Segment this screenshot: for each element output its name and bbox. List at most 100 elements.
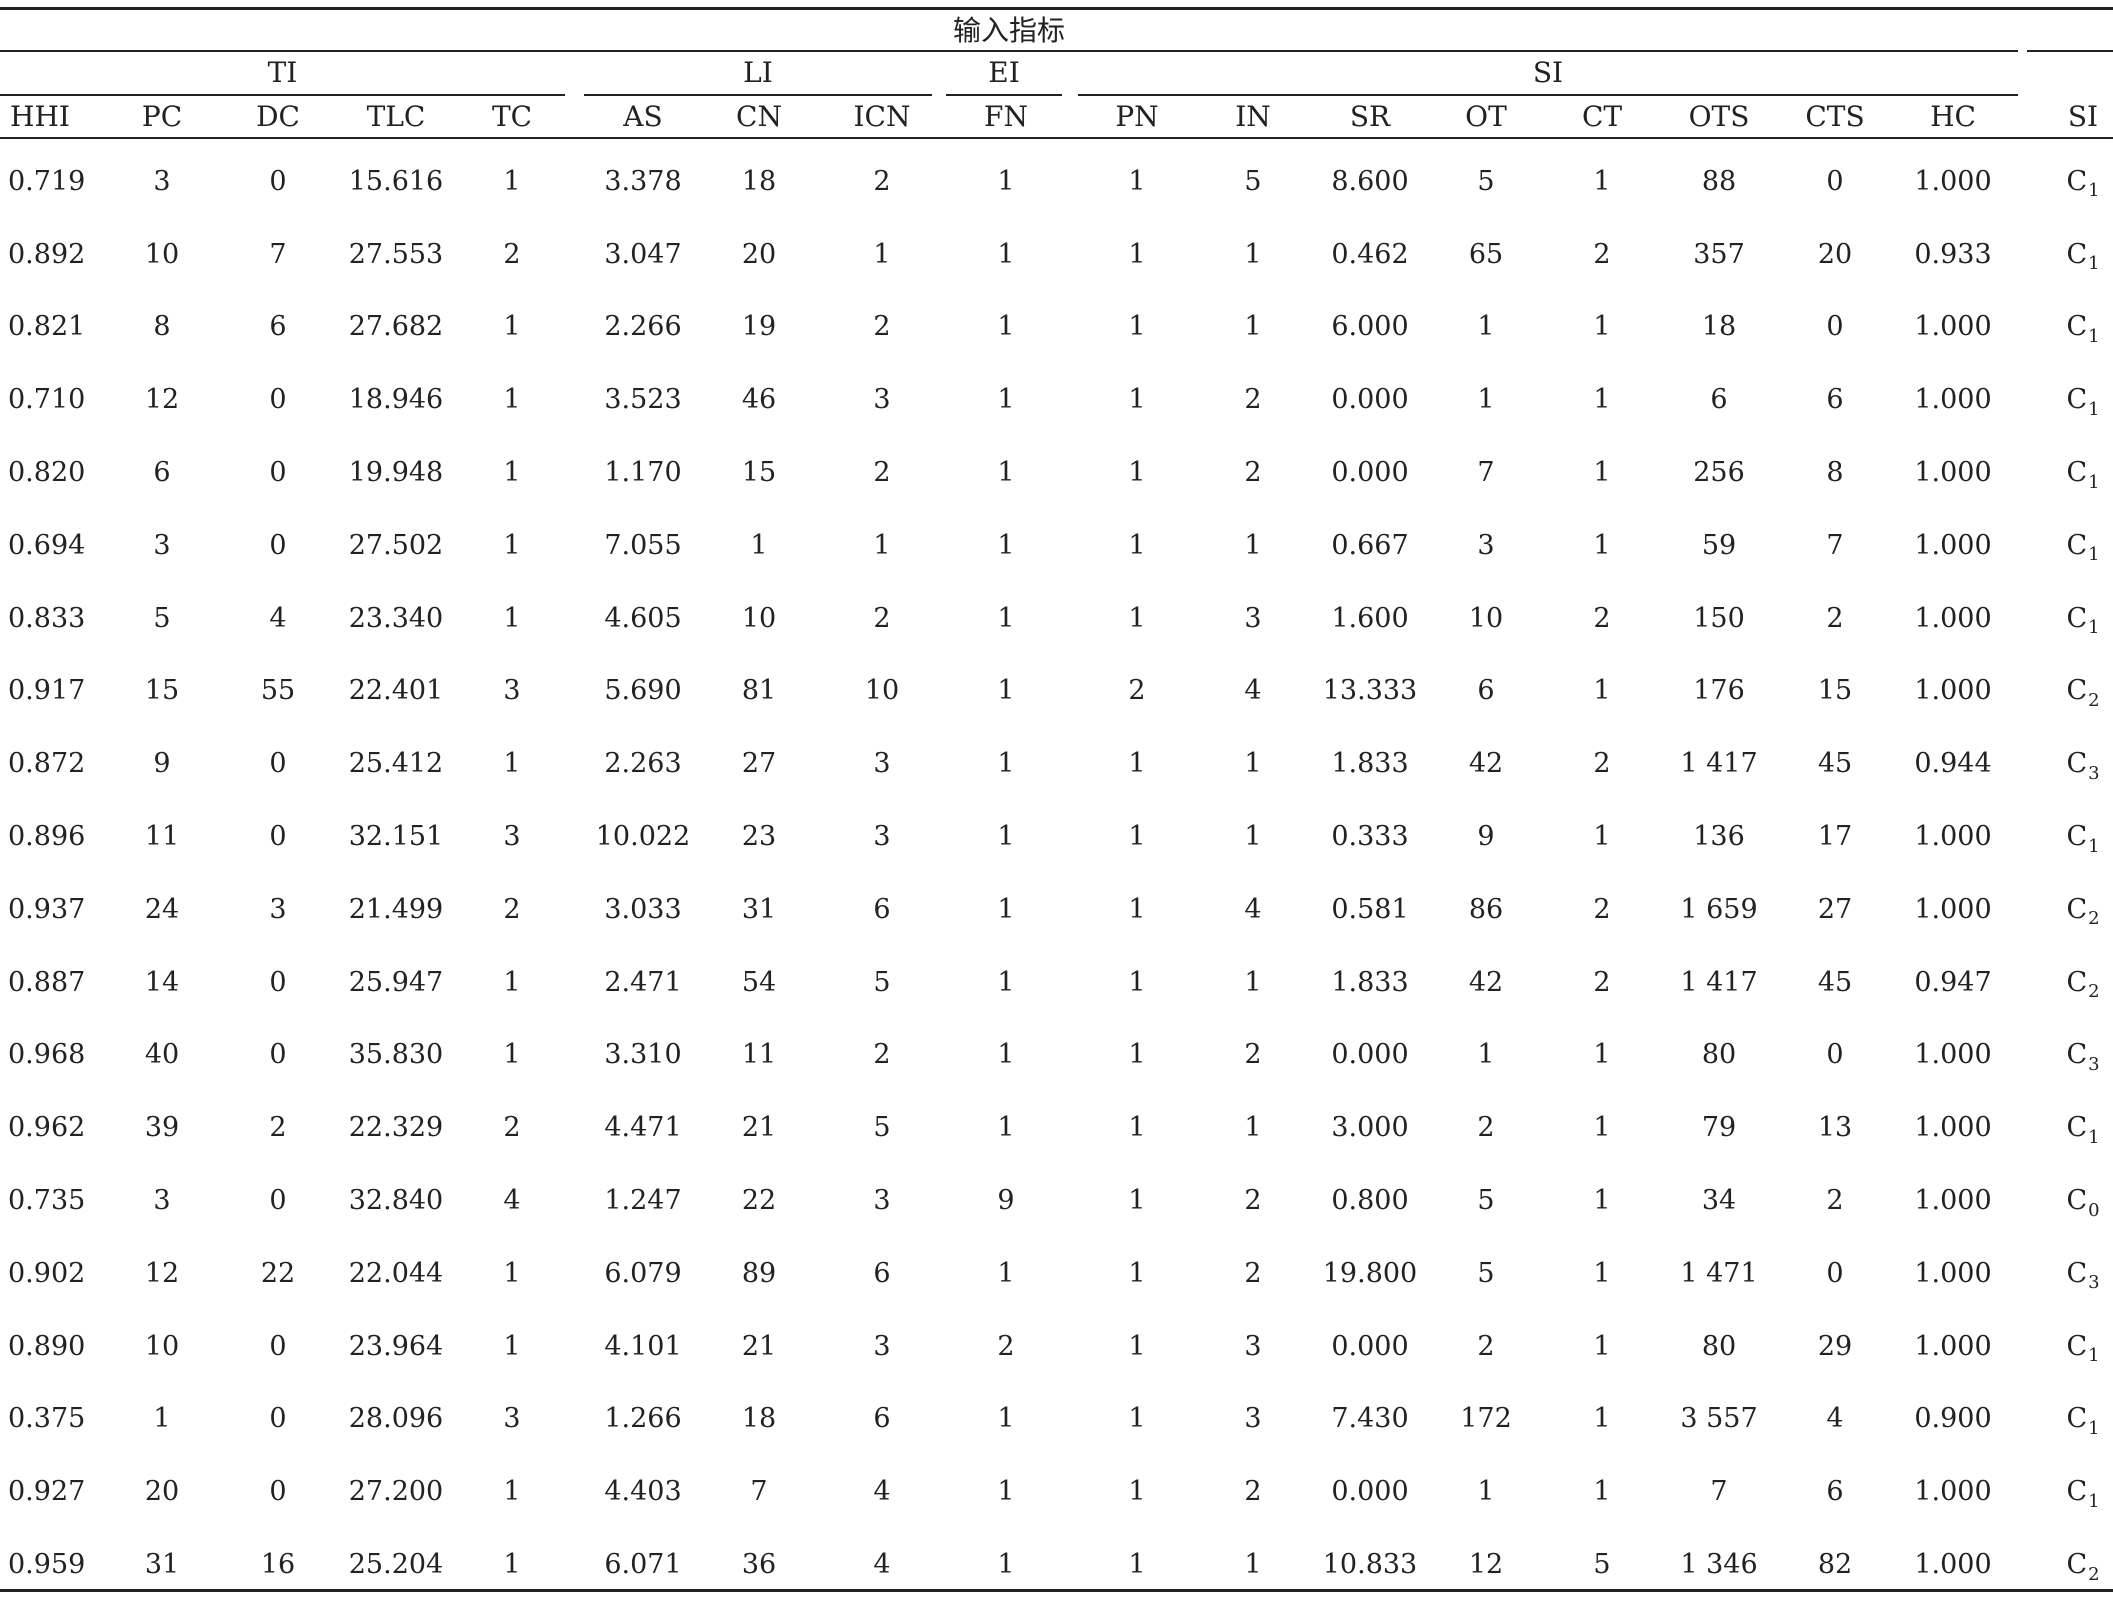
table-cell: 1.000: [1914, 675, 1992, 707]
table-cell: 4: [1244, 893, 1262, 925]
table-cell: 357: [1693, 238, 1745, 270]
table-cell: 3: [873, 748, 891, 780]
table-cell: 46: [741, 384, 777, 416]
table-cell: 1: [503, 529, 521, 561]
table-cell: 1: [1593, 1403, 1611, 1435]
table-cell: 6: [1710, 384, 1728, 416]
table-cell: 1: [1593, 675, 1611, 707]
group-label-si: SI: [1532, 56, 1564, 89]
table-cell: 65: [1468, 238, 1504, 270]
table-cell: 3.378: [604, 165, 682, 197]
table-cell: 0: [269, 1039, 287, 1071]
table-cell: 27.553: [348, 238, 444, 270]
table-cell: 1: [997, 384, 1015, 416]
table-cell: 1.000: [1914, 893, 1992, 925]
table-cell: 12: [144, 1257, 180, 1289]
table-cell: 1 417: [1680, 966, 1758, 998]
column-header-si-output: SI: [2067, 100, 2099, 133]
table-cell: 3: [873, 821, 891, 853]
table-cell: 1.833: [1331, 748, 1409, 780]
table-cell: 1 346: [1680, 1549, 1758, 1581]
table-cell: 34: [1701, 1185, 1737, 1217]
table-cell: 1: [997, 457, 1015, 489]
si-class-letter: C: [2066, 602, 2088, 634]
table-cell: 5.690: [604, 675, 682, 707]
table-cell: 2: [269, 1112, 287, 1144]
si-class-subscript: 1: [2088, 1417, 2100, 1439]
table-cell: 27.502: [348, 529, 444, 561]
table-cell: 21: [741, 1330, 777, 1362]
table-cell: 2: [873, 311, 891, 343]
table-cell: 13: [1817, 1112, 1853, 1144]
si-class-letter: C: [2066, 1039, 2088, 1071]
table-cell: 82: [1817, 1549, 1853, 1581]
table-cell: 1: [1128, 1403, 1146, 1435]
table-cell: 1: [1477, 1476, 1495, 1508]
table-cell: 27.200: [348, 1476, 444, 1508]
table-cell: 4: [503, 1185, 521, 1217]
table-cell: 22.329: [348, 1112, 444, 1144]
table-cell: 2: [503, 893, 521, 925]
table-cell: 3: [153, 529, 171, 561]
si-class-letter: C: [2066, 457, 2088, 489]
table-cell: 1: [503, 384, 521, 416]
table-cell: 1: [1128, 1039, 1146, 1071]
table-cell: 2: [1477, 1330, 1495, 1362]
table-cell: 22: [260, 1257, 296, 1289]
table-cell: 1: [1593, 311, 1611, 343]
table-cell: 1.000: [1914, 602, 1992, 634]
table-cell: 0.959: [8, 1549, 86, 1581]
table-cell: 176: [1693, 675, 1745, 707]
table-cell: 23.340: [348, 602, 444, 634]
table-cell: 19.800: [1322, 1257, 1418, 1289]
table-cell: 7.055: [604, 529, 682, 561]
table-cell: 18: [741, 1403, 777, 1435]
table-cell: 0.962: [8, 1112, 86, 1144]
si-class-subscript: 1: [2088, 180, 2100, 202]
table-cell: 80: [1701, 1039, 1737, 1071]
table-cell: 0.833: [8, 602, 86, 634]
table-cell: 6: [1826, 1476, 1844, 1508]
table-cell: 0.927: [8, 1476, 86, 1508]
table-cell: 1: [1128, 1185, 1146, 1217]
table-cell: 1: [1593, 821, 1611, 853]
si-class-subscript: 1: [2088, 253, 2100, 275]
table-cell: 18.946: [348, 384, 444, 416]
table-cell: 1: [503, 1330, 521, 1362]
table-cell: 3: [1244, 1330, 1262, 1362]
table-cell: 0.462: [1331, 238, 1409, 270]
table-cell: 0: [269, 1330, 287, 1362]
table-cell: 2: [1593, 602, 1611, 634]
table-cell: 12: [1468, 1549, 1504, 1581]
column-header-pn: PN: [1115, 100, 1159, 133]
table-cell: 1: [503, 457, 521, 489]
table-cell: 7.430: [1331, 1403, 1409, 1435]
table-cell: 2: [873, 602, 891, 634]
si-class-letter: C: [2066, 748, 2088, 780]
table-cell: 1: [1244, 311, 1262, 343]
table-cell: 3: [503, 821, 521, 853]
table-cell: 1.266: [604, 1403, 682, 1435]
table-cell: 0.890: [8, 1330, 86, 1362]
si-class-letter: C: [2066, 384, 2088, 416]
table-cell: 13.333: [1322, 675, 1418, 707]
table-cell: 10: [144, 238, 180, 270]
table-cell: 1: [1128, 529, 1146, 561]
si-class-subscript: 3: [2088, 1272, 2100, 1294]
table-cell: 32.840: [348, 1185, 444, 1217]
table-cell: 14: [144, 966, 180, 998]
table-cell: 18: [1701, 311, 1737, 343]
group-rule-li: [584, 94, 932, 96]
table-cell: 2: [1244, 1257, 1262, 1289]
table-cell: 0.710: [8, 384, 86, 416]
table-cell: 1: [1128, 384, 1146, 416]
table-cell: 0: [269, 384, 287, 416]
table-cell: 3.310: [604, 1039, 682, 1071]
table-cell: 0: [269, 1403, 287, 1435]
table-cell: 1.000: [1914, 457, 1992, 489]
table-cell: 1.000: [1914, 1185, 1992, 1217]
table-cell: 0.667: [1331, 529, 1409, 561]
table-cell: 1 471: [1680, 1257, 1758, 1289]
table-cell: 1: [997, 893, 1015, 925]
table-cell: 6: [873, 1403, 891, 1435]
